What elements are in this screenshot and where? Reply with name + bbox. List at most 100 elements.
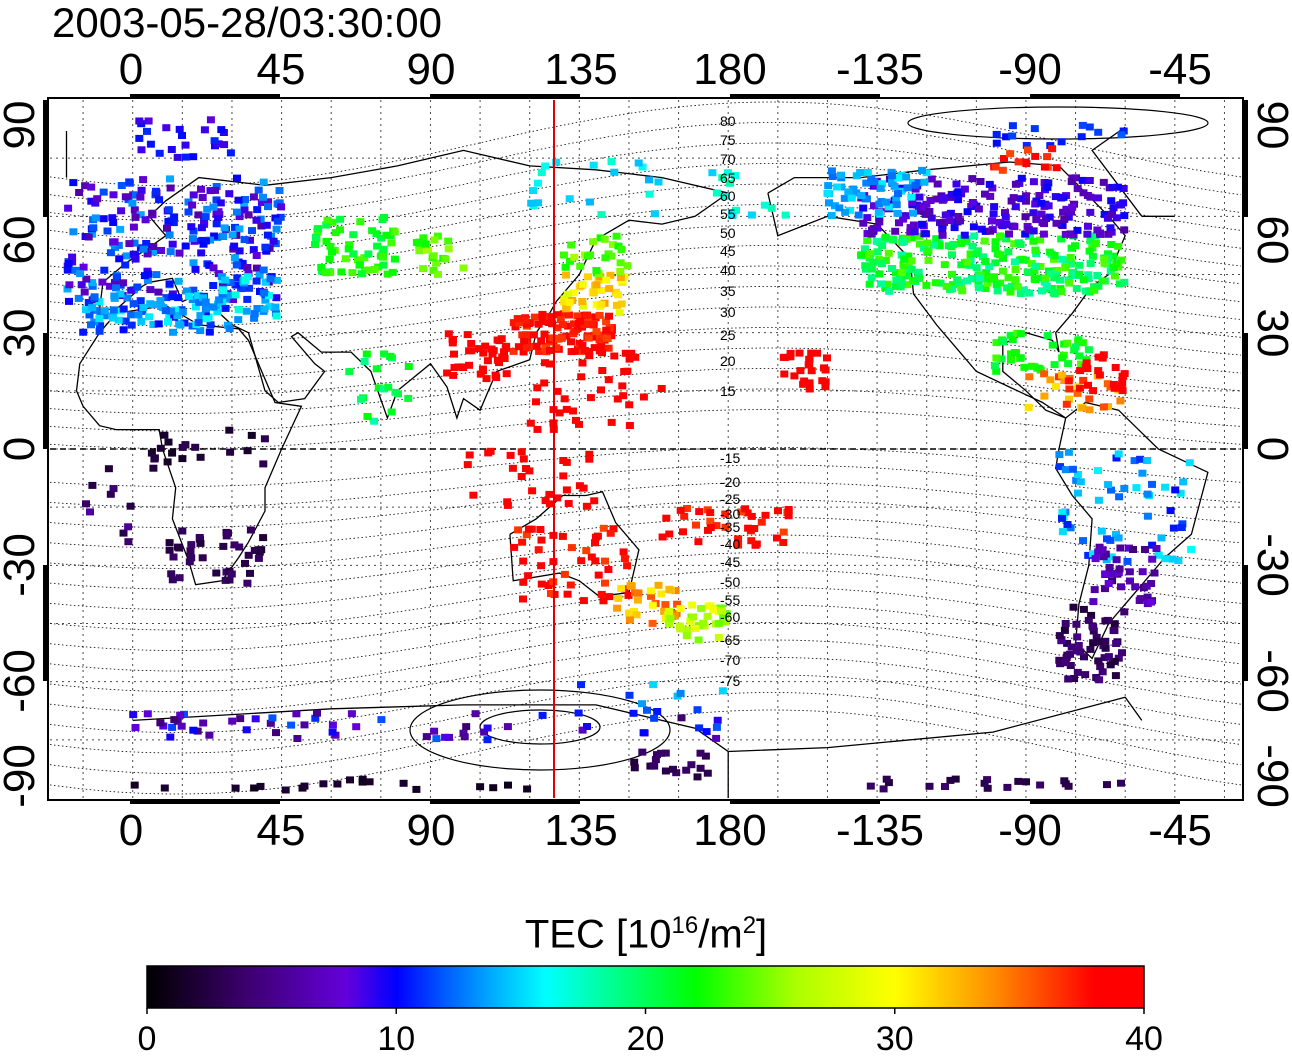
tec-cell (1014, 777, 1023, 785)
tec-cell (242, 307, 251, 315)
tec-cell (1090, 286, 1099, 294)
tec-cell (877, 260, 886, 268)
tec-cell (1040, 278, 1049, 286)
tec-cell (935, 242, 944, 250)
tec-cell (1085, 406, 1094, 414)
tec-cell (1087, 611, 1096, 619)
tec-cell (960, 185, 969, 193)
tec-cell (106, 249, 115, 257)
tec-cell (1036, 236, 1045, 244)
tec-cell (1115, 280, 1124, 288)
tec-cell (252, 216, 261, 224)
tec-cell (1016, 330, 1025, 338)
tec-cell (125, 240, 134, 248)
tec-cell (1114, 569, 1123, 577)
tec-cell (167, 146, 176, 153)
tec-cell (625, 609, 634, 617)
tec-cell (891, 227, 900, 235)
tec-cell (634, 159, 643, 167)
tec-cell (93, 195, 102, 203)
tec-cell (225, 325, 234, 333)
tec-cell (706, 509, 715, 517)
tec-cell (1104, 230, 1113, 238)
tec-cell (1008, 336, 1017, 344)
tec-cell (360, 358, 369, 365)
tec-cell (524, 525, 533, 533)
tec-cell (354, 256, 362, 264)
tec-cell (562, 271, 570, 279)
tec-cell (1017, 195, 1026, 203)
tec-cell (607, 158, 616, 166)
tec-cell (326, 242, 335, 250)
tec-cell (509, 319, 518, 327)
tec-cell (1053, 267, 1061, 274)
tec-cell (1111, 364, 1120, 371)
contour-label: 60 (720, 188, 736, 204)
tec-cell (205, 328, 214, 336)
tec-cell (596, 234, 605, 242)
tec-cell (1043, 183, 1052, 191)
tec-cell (676, 506, 685, 514)
tec-cell (998, 166, 1007, 174)
bottom-lon-label: 45 (257, 806, 306, 855)
tec-cell (888, 178, 896, 186)
tec-cell (225, 576, 234, 584)
tec-cell (189, 191, 198, 199)
tec-cell (1072, 285, 1081, 293)
tec-cell (106, 490, 115, 498)
tec-cell (165, 312, 174, 320)
tec-cell (533, 425, 542, 433)
tec-cell (249, 246, 258, 254)
tec-cell (991, 163, 1000, 171)
tec-cell (638, 700, 646, 708)
tec-cell (368, 227, 377, 235)
contour-label: 20 (720, 353, 736, 369)
tec-cell (545, 500, 554, 508)
tec-cell (1075, 352, 1084, 360)
tec-cell (607, 418, 616, 426)
tec-cell (178, 455, 187, 463)
tec-cell (665, 530, 674, 538)
tec-cell (586, 251, 595, 259)
tec-cell (365, 778, 374, 786)
tec-cell (1011, 203, 1020, 211)
tec-cell (1076, 367, 1085, 375)
tec-cell (591, 313, 600, 321)
tec-cell (597, 386, 605, 394)
tec-cell (374, 384, 383, 392)
tec-cell (380, 350, 389, 358)
tec-cell (1103, 214, 1112, 222)
tec-cell (358, 778, 367, 786)
top-frame-bar (130, 94, 280, 99)
tec-cell (1092, 633, 1101, 641)
tec-cell (189, 286, 198, 294)
tec-cell (137, 317, 146, 325)
tec-cell (997, 355, 1006, 363)
tec-cell (585, 198, 594, 206)
tec-cell (625, 422, 634, 429)
tec-cell (1104, 403, 1112, 411)
tec-cell (1048, 145, 1057, 153)
tec-cell (165, 280, 174, 288)
top-lon-label: 90 (407, 45, 456, 94)
tec-cell (91, 199, 100, 207)
tec-cell (1041, 274, 1050, 282)
tec-cell (1025, 373, 1034, 381)
tec-cell (379, 385, 388, 393)
tec-cell (862, 179, 871, 187)
tec-cell (1046, 376, 1055, 384)
tec-cell (948, 251, 956, 259)
tec-cell (595, 336, 604, 344)
tec-cell (540, 330, 549, 338)
left-frame-bar (43, 565, 48, 681)
tec-cell (553, 387, 562, 395)
tec-cell (980, 237, 989, 245)
tec-cell (1063, 521, 1072, 528)
tec-cell (587, 553, 596, 561)
tec-cell (989, 210, 998, 218)
tec-cell (1075, 261, 1084, 269)
tec-cell (932, 279, 940, 287)
tec-cell (974, 205, 983, 213)
tec-cell (149, 248, 158, 256)
tec-cell (1006, 150, 1015, 158)
